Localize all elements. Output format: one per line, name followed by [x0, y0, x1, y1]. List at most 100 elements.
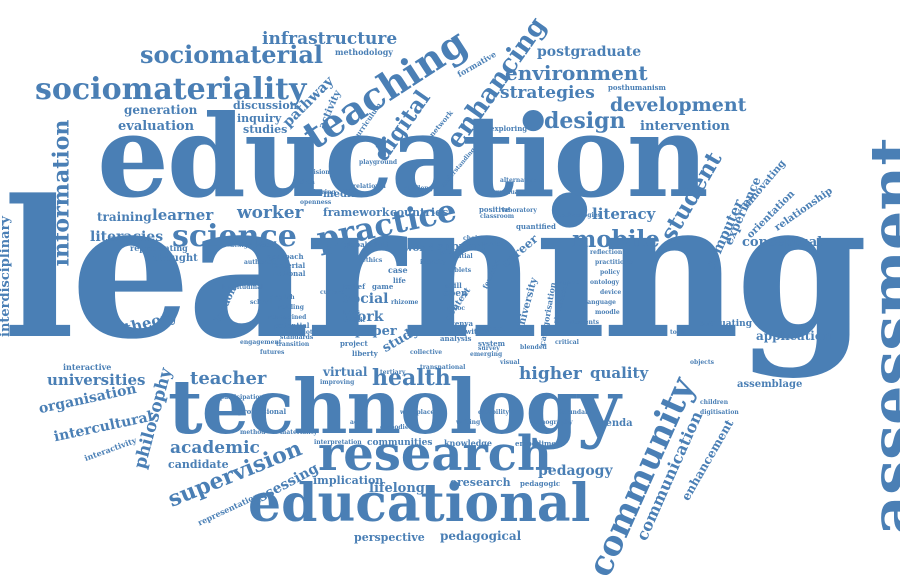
- word-intervention: intervention: [640, 119, 730, 134]
- word-technology: technology: [168, 363, 621, 451]
- word-open: open: [443, 289, 468, 299]
- word-semiotic: semiotic: [290, 329, 319, 336]
- word-tools: tools: [670, 329, 687, 336]
- word-openness: openness: [300, 199, 332, 206]
- word-mooc: mooc: [447, 305, 466, 312]
- word-case: case: [388, 265, 408, 275]
- word-learning: learning: [3, 159, 868, 381]
- word-sharing: sharing: [310, 189, 336, 196]
- word-worker: worker: [237, 203, 304, 223]
- word-posthumanism: posthumanism: [608, 83, 666, 92]
- word-analysis: analysis: [440, 334, 472, 343]
- word-ethics: ethics: [362, 257, 383, 264]
- word-graduate: graduate: [495, 189, 526, 196]
- word-pedagogical: pedagogical: [440, 529, 522, 543]
- word-reflection: reflection: [590, 249, 623, 256]
- word-vision: vision: [310, 169, 330, 176]
- word-methodology: methodology: [335, 47, 393, 57]
- word-tertiary: tertiary: [380, 369, 406, 376]
- word-eresearch: eresearch: [450, 476, 511, 489]
- word-agenda: agenda: [592, 418, 633, 429]
- word-interdisciplinary: interdisciplinary: [0, 216, 13, 337]
- word-evaluation: evaluation: [118, 119, 195, 134]
- word-practitioner: practitioner: [595, 259, 636, 266]
- word-playground: playground: [359, 159, 398, 166]
- word-embodied: embodied: [380, 424, 413, 431]
- word-national: national: [273, 269, 306, 278]
- word-framework: framework: [323, 206, 390, 219]
- word-standards: standards: [280, 334, 314, 341]
- word-device: device: [600, 289, 622, 296]
- word-design: design: [544, 108, 626, 134]
- word-education: education: [97, 90, 709, 223]
- word-collective: collective: [410, 349, 443, 356]
- word-model: model: [482, 241, 503, 248]
- word-ontology: ontology: [590, 279, 620, 286]
- word-relational: relational: [353, 183, 386, 190]
- word-english: english: [270, 294, 295, 301]
- word-policy: policy: [600, 269, 620, 276]
- word-kenya: kenya: [450, 319, 473, 328]
- word-science: science: [172, 219, 297, 254]
- word-disability: disability: [478, 409, 510, 416]
- word-evaluating: evaluating: [699, 319, 752, 329]
- word-life: life: [393, 276, 406, 285]
- word-materiality: materiality: [280, 429, 317, 436]
- word-impact: impact: [478, 324, 505, 333]
- word-communities: communities: [367, 438, 433, 448]
- word-school: school: [250, 299, 272, 306]
- word-studies: studies: [243, 123, 288, 136]
- word-conceptual: conceptual: [742, 235, 823, 250]
- word-embodiment: embodiment: [515, 439, 565, 448]
- word-post: post: [440, 249, 455, 256]
- word-pedagogic: pedagogic: [520, 479, 561, 488]
- word-interactive: interactive: [63, 362, 112, 372]
- word-world: world: [404, 243, 436, 254]
- word-literacies: literacies: [90, 229, 164, 245]
- word-social: social: [343, 291, 389, 307]
- word-challenge: challenge: [404, 185, 437, 192]
- word-implication: implication: [313, 474, 384, 487]
- word-work: work: [345, 309, 384, 325]
- word-moodle: moodle: [595, 309, 620, 316]
- word-discussion: discussion: [233, 99, 298, 112]
- word-adult: adult: [368, 240, 389, 249]
- word-development: development: [610, 94, 747, 116]
- word-health: health: [372, 365, 451, 391]
- word-professional: professional: [238, 407, 287, 416]
- word-quality: quality: [590, 364, 649, 382]
- word-children: children: [700, 399, 729, 406]
- word-students: students: [570, 319, 600, 326]
- word-design-based: design-based: [230, 242, 275, 249]
- word-sociomateriality: sociomateriality: [35, 72, 307, 107]
- word-assemblage: assemblage: [737, 379, 803, 390]
- word-environment: environment: [505, 61, 648, 85]
- word-approach: approach: [267, 252, 304, 261]
- word-space: space: [560, 279, 579, 286]
- word-boundary: boundary: [560, 409, 592, 416]
- word-flows: flows: [343, 309, 360, 316]
- word-knowledge: knowledge: [444, 438, 492, 448]
- word-writing: writing: [456, 419, 481, 426]
- word-positive: positive: [479, 205, 510, 214]
- word-blended: blended: [520, 344, 547, 351]
- word-project: project: [340, 339, 368, 348]
- word-quantified: quantified: [516, 222, 556, 231]
- word-universities: universities: [47, 371, 146, 389]
- word-visual: visual: [500, 359, 520, 366]
- word-paper: paper: [355, 324, 397, 339]
- word-material: material: [272, 261, 306, 270]
- word-longitudinal: longitudinal: [222, 284, 264, 291]
- word-interactivity: interactivity: [82, 434, 138, 464]
- word-candidate: candidate: [168, 458, 229, 471]
- word-ethnography: ethnography: [530, 419, 573, 426]
- word-strategies: strategies: [500, 83, 595, 103]
- word-liberty: liberty: [352, 349, 378, 358]
- word-perspective: perspective: [354, 531, 425, 544]
- word-learner: learner: [152, 206, 214, 224]
- word-transition: transition: [276, 341, 310, 348]
- word-support: support: [437, 240, 485, 253]
- word-educational: educational: [248, 473, 591, 534]
- word-participation: participation: [220, 394, 264, 401]
